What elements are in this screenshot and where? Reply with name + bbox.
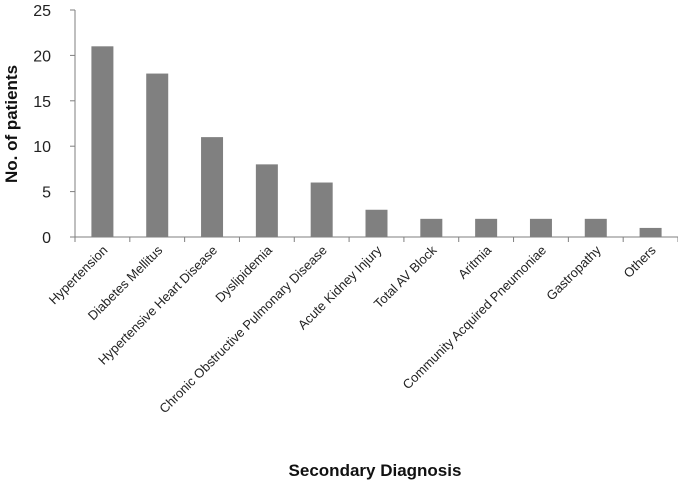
y-tick-label: 25 (33, 3, 51, 20)
y-axis-ticks: 0 5 10 15 20 25 (33, 3, 75, 247)
bar (584, 218, 607, 237)
y-tick-label: 0 (42, 230, 51, 247)
bar (529, 218, 552, 237)
bar (475, 218, 498, 237)
bars (91, 46, 662, 237)
bar (255, 164, 278, 237)
y-tick-label: 5 (42, 185, 51, 202)
y-tick-label: 10 (33, 139, 51, 156)
x-category-label: Hypertensive Heart Disease (95, 243, 220, 368)
bar (91, 46, 114, 237)
y-tick-label: 20 (33, 48, 51, 65)
bar (639, 227, 662, 237)
bar (146, 73, 169, 237)
x-axis-title: Secondary Diagnosis (289, 461, 462, 480)
bar (365, 209, 388, 237)
bar (310, 182, 333, 237)
bar (201, 137, 224, 237)
x-category-label: Aritmia (455, 242, 495, 282)
bar (420, 218, 443, 237)
y-tick-label: 15 (33, 94, 51, 111)
y-axis-title: No. of patients (2, 65, 21, 183)
x-category-label: Others (621, 242, 660, 281)
axes (74, 10, 678, 242)
x-category-label: Gastropathy (543, 242, 604, 303)
